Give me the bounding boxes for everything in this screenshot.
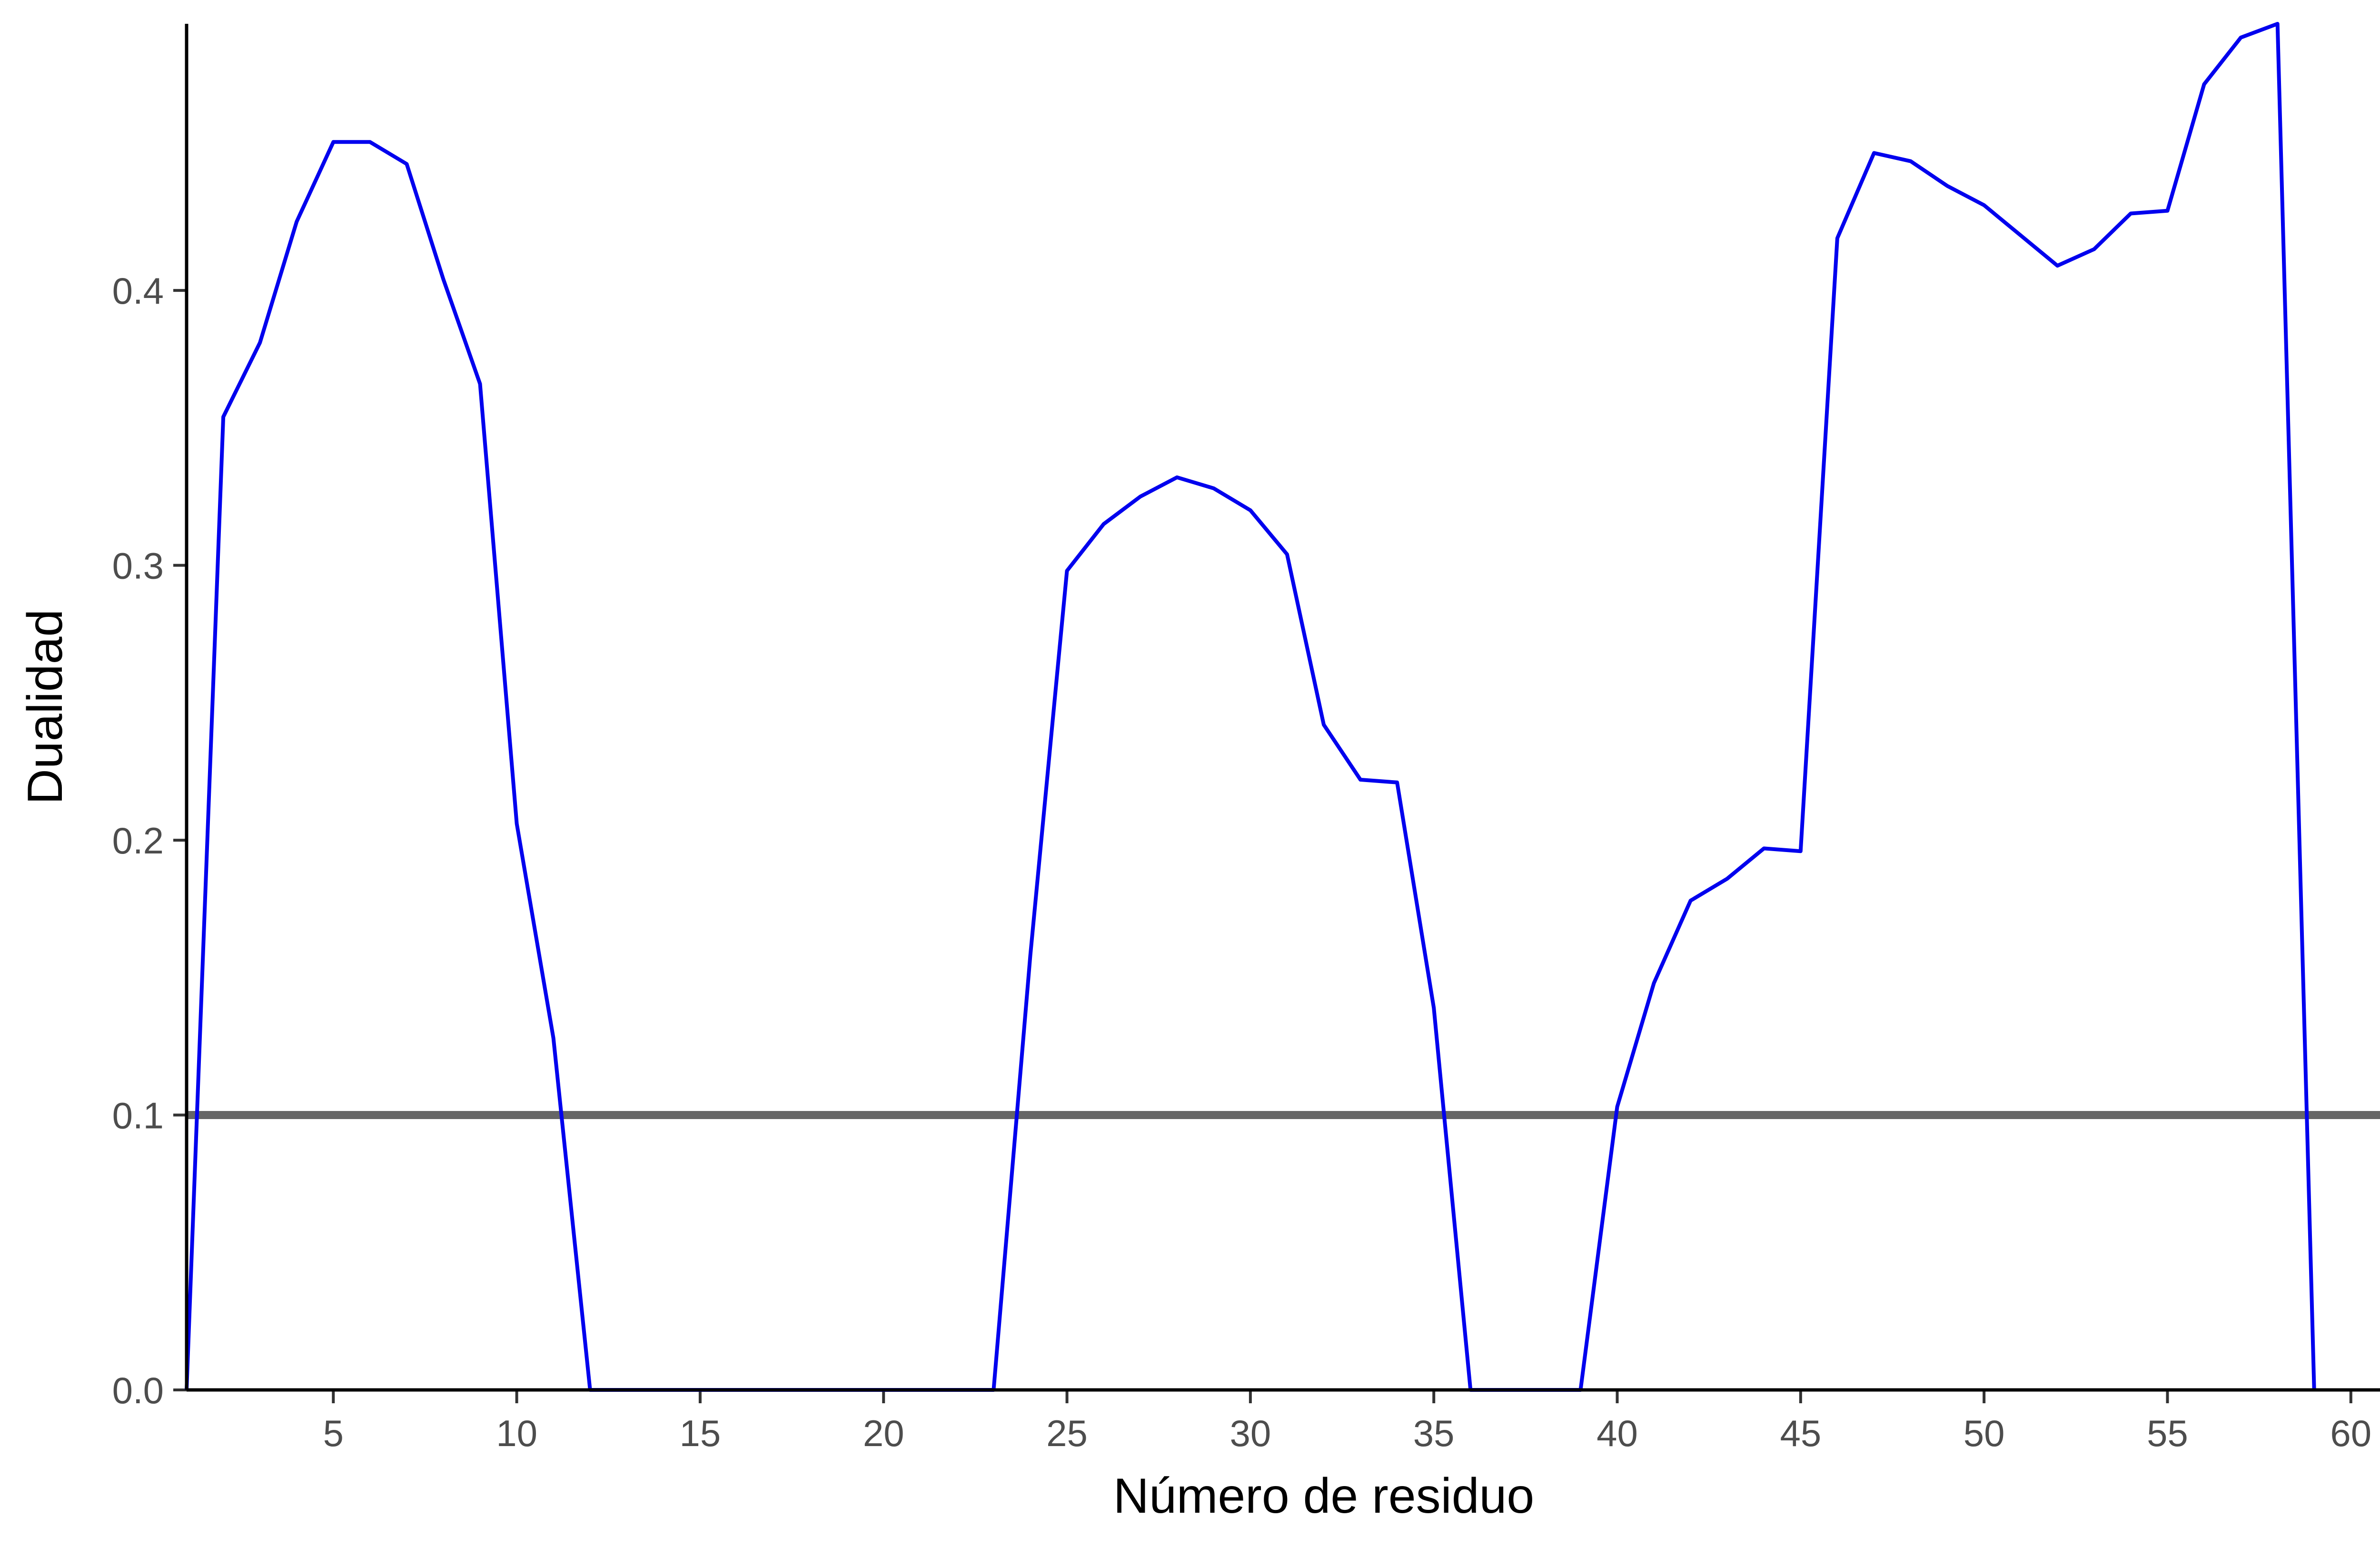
x-tick-label: 60 (2330, 1412, 2371, 1454)
x-tick-label: 5 (323, 1412, 344, 1454)
y-tick-label: 0.2 (112, 820, 164, 862)
x-tick-label: 25 (1046, 1412, 1088, 1454)
y-axis-ticks: 0.0 0.1 0.2 0.3 0.4 (112, 270, 187, 1411)
y-axis-title: Dualidad (18, 609, 73, 805)
x-tick-label: 15 (680, 1412, 721, 1454)
x-tick-label: 50 (1964, 1412, 2005, 1454)
x-tick-label: 20 (863, 1412, 904, 1454)
y-tick-label: 0.0 (112, 1369, 164, 1411)
x-tick-label: 55 (2147, 1412, 2188, 1454)
y-tick-label: 0.3 (112, 545, 164, 587)
x-tick-label: 35 (1413, 1412, 1455, 1454)
y-tick-label: 0.1 (112, 1095, 164, 1137)
x-axis-ticks: 5 10 15 20 25 30 35 40 45 50 55 60 (323, 1390, 2371, 1454)
x-tick-label: 10 (496, 1412, 537, 1454)
x-axis-title: Número de residuo (1113, 1468, 1534, 1524)
x-tick-label: 30 (1230, 1412, 1271, 1454)
x-tick-label: 40 (1597, 1412, 1638, 1454)
series-line (185, 22, 2316, 1392)
x-tick-label: 45 (1780, 1412, 1821, 1454)
y-tick-label: 0.4 (112, 270, 164, 312)
